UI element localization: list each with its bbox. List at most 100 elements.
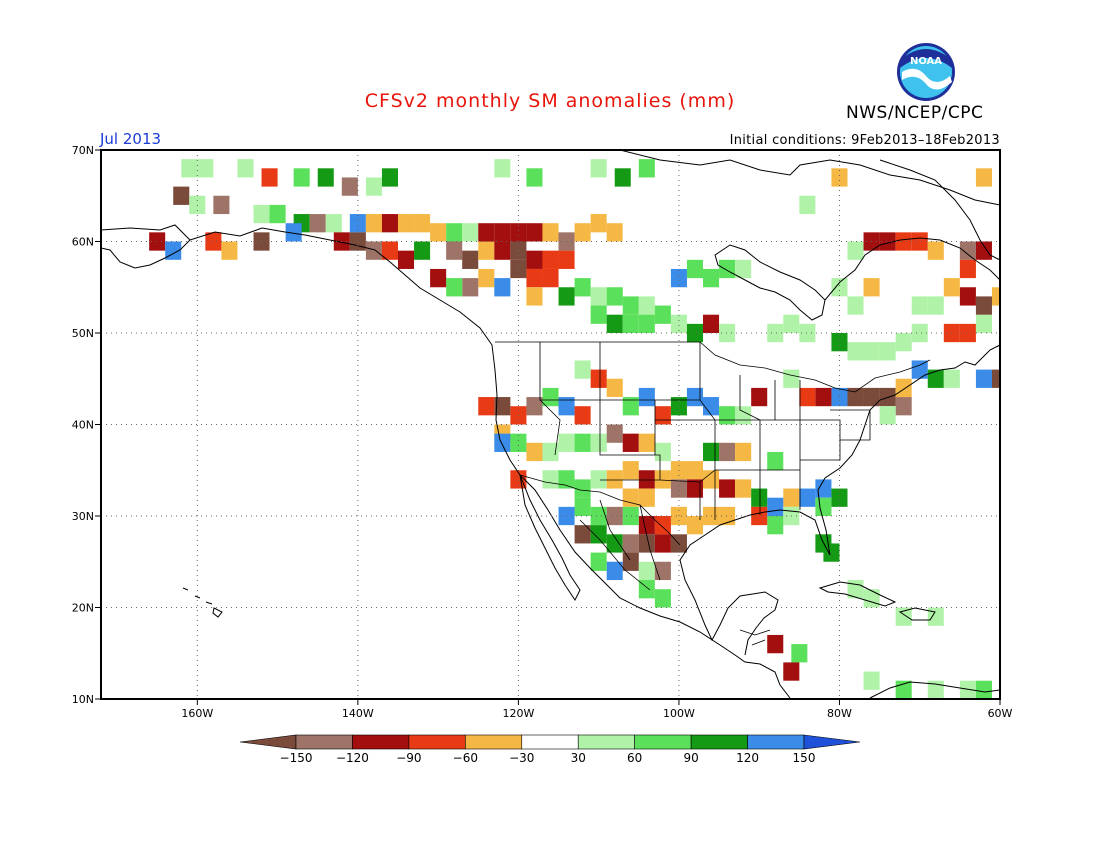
baja-california (519, 474, 581, 601)
anomaly-cell (927, 241, 944, 260)
anomaly-cell (622, 488, 639, 507)
anomaly-cell (606, 561, 623, 581)
us-mexico-border (519, 474, 681, 546)
anomaly-cell (590, 525, 607, 544)
anomaly-cell (349, 232, 366, 251)
anomaly-cell (911, 360, 928, 379)
legend-tick-label: 120 (736, 751, 759, 765)
north-america-coast (100, 224, 191, 269)
anomaly-cell (590, 305, 607, 324)
anomaly-cell (638, 433, 655, 452)
lon-tick-label: 60W (988, 707, 1013, 720)
anomaly-cell (189, 195, 206, 215)
anomaly-cell (831, 168, 848, 187)
anomaly-cell (622, 534, 639, 553)
south-america-top (869, 681, 1001, 699)
anomaly-cell (285, 223, 302, 242)
legend-labels: −150 −120 −90 −60 −30 30 60 90 120 150 (280, 751, 816, 765)
legend-tick-label: −30 (509, 751, 534, 765)
anomaly-cell (622, 552, 639, 571)
anomaly-cell (719, 323, 736, 343)
anomaly-cell (205, 232, 222, 251)
anomaly-cell (670, 479, 687, 498)
anomaly-cell (622, 314, 639, 333)
anomaly-cell (381, 168, 398, 187)
anomaly-cell (574, 525, 591, 544)
mexico-states (579, 499, 661, 591)
anomaly-cell (799, 387, 816, 407)
greenland-coast (879, 159, 1001, 261)
anomaly-cell (831, 488, 848, 507)
labrador-coast (824, 237, 1001, 301)
anomaly-cell (494, 159, 511, 178)
anomaly-cell (494, 223, 511, 242)
anomaly-cell (558, 287, 575, 306)
legend-swatch (577, 734, 635, 750)
anomaly-cell (494, 397, 511, 416)
anomaly-cell (590, 552, 607, 571)
anomaly-cell (799, 323, 816, 343)
anomaly-cell (414, 214, 431, 233)
anomaly-cell (703, 314, 720, 333)
lon-tick-label: 140W (342, 707, 374, 720)
anomaly-cell (590, 470, 607, 489)
anomaly-cell (622, 433, 639, 452)
anomaly-cell (606, 223, 623, 242)
anomaly-cell (237, 159, 254, 178)
anomaly-cell (783, 314, 800, 333)
anomaly-cell (943, 278, 960, 297)
anomaly-cell (791, 644, 808, 663)
anomaly-cell (381, 214, 398, 233)
anomaly-cell (863, 671, 880, 690)
hawaii (182, 587, 223, 618)
anomaly-cell (430, 268, 447, 288)
anomaly-cell (542, 470, 559, 489)
anomaly-cell (703, 397, 720, 416)
anomaly-cell (879, 232, 896, 251)
legend-tick-label: 30 (571, 751, 586, 765)
anomaly-cell (478, 241, 495, 260)
anomaly-cell (526, 397, 543, 416)
anomaly-cell (526, 168, 543, 187)
legend-tick-label: 60 (627, 751, 642, 765)
axis-ticks (95, 149, 1001, 705)
anomaly-cell (686, 259, 704, 279)
anomaly-cell (767, 323, 784, 343)
anomaly-cell (879, 342, 896, 361)
anomaly-cell (751, 506, 768, 526)
anomaly-cell (606, 506, 623, 526)
anomaly-cell (526, 268, 543, 288)
anomaly-cell (638, 314, 655, 333)
noaa-logo-text: NOAA (910, 56, 942, 67)
anomaly-cell (991, 369, 1000, 388)
anomaly-cell (590, 433, 607, 452)
anomaly-cell (341, 177, 358, 196)
anomaly-cell (510, 259, 527, 279)
anomaly-cell (911, 296, 928, 315)
anomaly-cell (606, 470, 623, 489)
anomaly-cell (959, 287, 976, 306)
anomaly-cell (261, 168, 278, 187)
anomaly-cell (735, 442, 752, 462)
initial-conditions: Initial conditions: 9Feb2013–18Feb2013 (729, 133, 1000, 148)
anomaly-cell (638, 387, 655, 407)
anomaly-cell (526, 287, 543, 306)
legend-tick-label: −120 (336, 751, 369, 765)
anomaly-cell (959, 241, 976, 260)
anomaly-cell (622, 296, 639, 315)
anomaly-cell (943, 369, 960, 388)
anomaly-cell (735, 259, 752, 279)
anomaly-cell (783, 488, 800, 507)
anomaly-cell (686, 323, 704, 343)
anomaly-cell (510, 223, 527, 242)
anomaly-cell (397, 250, 415, 269)
anomaly-cell (927, 680, 944, 699)
anomaly-cell (574, 223, 591, 242)
lat-tick-label: 70N (72, 144, 94, 157)
anomaly-cell (863, 342, 880, 361)
anomaly-cell (542, 250, 559, 269)
anomaly-cell (975, 168, 992, 187)
anomaly-cell (654, 470, 671, 489)
anomaly-cell (558, 250, 575, 269)
